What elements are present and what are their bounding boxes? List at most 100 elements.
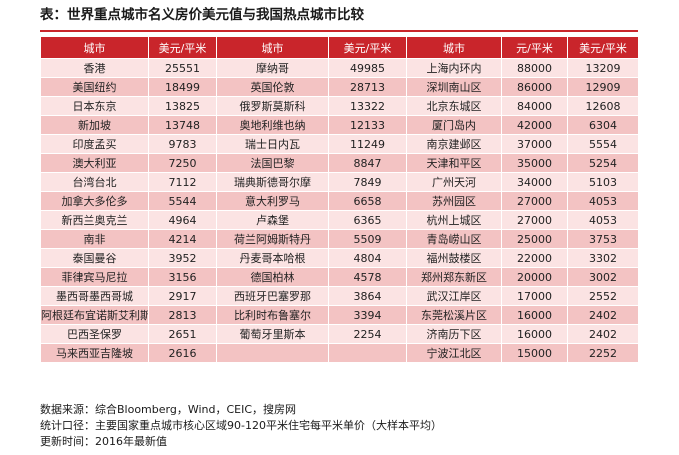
cell-usd-2: 6365 [328, 210, 407, 230]
cell-usd-1: 2813 [148, 305, 217, 325]
cell-cny-3: 25000 [501, 229, 568, 249]
cell-cny-3: 42000 [501, 115, 568, 135]
table-row: 台湾台北 7112 瑞典斯德哥尔摩 7849 广州天河 34000 5103 [40, 172, 639, 192]
cell-usd-1: 4214 [148, 229, 217, 249]
cell-usd-3: 5254 [567, 153, 639, 173]
cell-usd-3: 2252 [567, 343, 639, 363]
cell-usd-3: 4053 [567, 210, 639, 230]
table-row: 加拿大多伦多 5544 意大利罗马 6658 苏州园区 27000 4053 [40, 191, 639, 211]
cell-usd-2: 4804 [328, 248, 407, 268]
title-divider [40, 30, 638, 32]
cell-city-1: 泰国曼谷 [40, 248, 149, 268]
cell-usd-2: 4578 [328, 267, 407, 287]
cell-usd-1: 13825 [148, 96, 217, 116]
cell-usd-1: 7250 [148, 153, 217, 173]
cell-usd-2: 12133 [328, 115, 407, 135]
cell-cny-3: 16000 [501, 305, 568, 325]
cell-city-2 [216, 343, 329, 363]
cell-city-1: 菲律宾马尼拉 [40, 267, 149, 287]
cell-city-3: 东莞松溪片区 [406, 305, 502, 325]
cell-city-1: 巴西圣保罗 [40, 324, 149, 344]
cell-city-1: 新西兰奥克兰 [40, 210, 149, 230]
cell-city-3: 厦门岛内 [406, 115, 502, 135]
table-row: 新西兰奥克兰 4964 卢森堡 6365 杭州上城区 27000 4053 [40, 210, 639, 230]
cell-usd-1: 2616 [148, 343, 217, 363]
cell-city-1: 马来西亚吉隆坡 [40, 343, 149, 363]
cell-cny-3: 27000 [501, 210, 568, 230]
cell-usd-3: 3302 [567, 248, 639, 268]
cell-cny-3: 16000 [501, 324, 568, 344]
table-row: 印度孟买 9783 瑞士日内瓦 11249 南京建邺区 37000 5554 [40, 134, 639, 154]
header-city-2: 城市 [216, 36, 329, 59]
cell-city-3: 青岛崂山区 [406, 229, 502, 249]
table-row: 日本东京 13825 俄罗斯莫斯科 13322 北京东城区 84000 12608 [40, 96, 639, 116]
cell-city-1: 印度孟买 [40, 134, 149, 154]
cell-usd-2: 3864 [328, 286, 407, 306]
table-row: 墨西哥墨西哥城 2917 西班牙巴塞罗那 3864 武汉江岸区 17000 2552 [40, 286, 639, 306]
cell-usd-2 [328, 343, 407, 363]
cell-usd-1: 4964 [148, 210, 217, 230]
footnote-source: 数据来源：综合Bloomberg，Wind，CEIC，搜房网 [40, 403, 297, 416]
cell-city-2: 英国伦敦 [216, 77, 329, 97]
cell-city-2: 丹麦哥本哈根 [216, 248, 329, 268]
cell-usd-3: 12608 [567, 96, 639, 116]
cell-usd-1: 7112 [148, 172, 217, 192]
cell-city-1: 日本东京 [40, 96, 149, 116]
cell-city-3: 天津和平区 [406, 153, 502, 173]
cell-usd-1: 5544 [148, 191, 217, 211]
cell-cny-3: 34000 [501, 172, 568, 192]
cell-city-2: 摩纳哥 [216, 58, 329, 78]
cell-cny-3: 37000 [501, 134, 568, 154]
cell-city-1: 澳大利亚 [40, 153, 149, 173]
cell-cny-3: 88000 [501, 58, 568, 78]
cell-cny-3: 35000 [501, 153, 568, 173]
cell-cny-3: 86000 [501, 77, 568, 97]
footnote-updated: 更新时间：2016年最新值 [40, 435, 167, 448]
table-row: 泰国曼谷 3952 丹麦哥本哈根 4804 福州鼓楼区 22000 3302 [40, 248, 639, 268]
cell-cny-3: 17000 [501, 286, 568, 306]
table-row: 马来西亚吉隆坡 2616 宁波江北区 15000 2252 [40, 343, 639, 363]
cell-usd-2: 5509 [328, 229, 407, 249]
cell-city-1: 阿根廷布宜诺斯艾利斯 [40, 305, 149, 325]
cell-cny-3: 15000 [501, 343, 568, 363]
table-row: 菲律宾马尼拉 3156 德国柏林 4578 郑州郑东新区 20000 3002 [40, 267, 639, 287]
cell-usd-3: 6304 [567, 115, 639, 135]
table-row: 美国纽约 18499 英国伦敦 28713 深圳南山区 86000 12909 [40, 77, 639, 97]
cell-city-1: 南非 [40, 229, 149, 249]
table-title: 表：世界重点城市名义房价美元值与我国热点城市比较 [40, 7, 364, 23]
cell-usd-3: 2552 [567, 286, 639, 306]
cell-usd-2: 13322 [328, 96, 407, 116]
cell-usd-3: 2402 [567, 305, 639, 325]
table-row: 澳大利亚 7250 法国巴黎 8847 天津和平区 35000 5254 [40, 153, 639, 173]
cell-city-2: 德国柏林 [216, 267, 329, 287]
cell-usd-3: 3753 [567, 229, 639, 249]
table-row: 南非 4214 荷兰阿姆斯特丹 5509 青岛崂山区 25000 3753 [40, 229, 639, 249]
cell-city-2: 卢森堡 [216, 210, 329, 230]
table-row: 香港 25551 摩纳哥 49985 上海内环内 88000 13209 [40, 58, 639, 78]
cell-usd-3: 2402 [567, 324, 639, 344]
table-row: 巴西圣保罗 2651 葡萄牙里斯本 2254 济南历下区 16000 2402 [40, 324, 639, 344]
cell-city-2: 意大利罗马 [216, 191, 329, 211]
cell-city-1: 香港 [40, 58, 149, 78]
table-body: 香港 25551 摩纳哥 49985 上海内环内 88000 13209 美国纽约 18499 英… [40, 58, 639, 363]
cell-usd-1: 3156 [148, 267, 217, 287]
cell-usd-3: 5103 [567, 172, 639, 192]
cell-city-3: 北京东城区 [406, 96, 502, 116]
cell-usd-2: 6658 [328, 191, 407, 211]
table-row: 新加坡 13748 奥地利维也纳 12133 厦门岛内 42000 6304 [40, 115, 639, 135]
cell-cny-3: 84000 [501, 96, 568, 116]
cell-city-3: 宁波江北区 [406, 343, 502, 363]
cell-city-2: 葡萄牙里斯本 [216, 324, 329, 344]
cell-city-2: 奥地利维也纳 [216, 115, 329, 135]
cell-city-2: 西班牙巴塞罗那 [216, 286, 329, 306]
cell-usd-3: 12909 [567, 77, 639, 97]
cell-city-3: 武汉江岸区 [406, 286, 502, 306]
cell-usd-2: 28713 [328, 77, 407, 97]
cell-usd-2: 11249 [328, 134, 407, 154]
cell-cny-3: 22000 [501, 248, 568, 268]
cell-usd-1: 2651 [148, 324, 217, 344]
cell-usd-3: 5554 [567, 134, 639, 154]
header-usd-2: 美元/平米 [328, 36, 407, 59]
cell-usd-3: 13209 [567, 58, 639, 78]
cell-city-2: 比利时布鲁塞尔 [216, 305, 329, 325]
